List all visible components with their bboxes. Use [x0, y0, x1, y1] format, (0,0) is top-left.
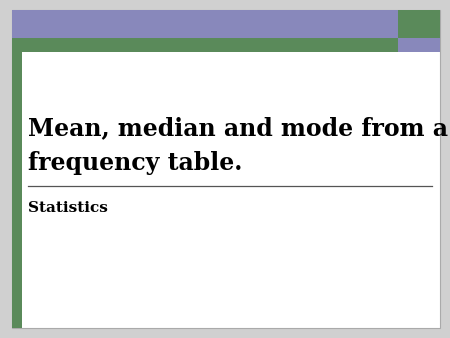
Text: Mean, median and mode from a: Mean, median and mode from a	[28, 116, 448, 140]
Bar	[12, 10, 398, 38]
Bar	[12, 10, 22, 328]
Bar	[398, 10, 440, 38]
Text: Statistics: Statistics	[28, 201, 108, 215]
Text: frequency table.: frequency table.	[28, 151, 243, 175]
Bar	[12, 38, 398, 52]
Bar	[398, 38, 440, 52]
